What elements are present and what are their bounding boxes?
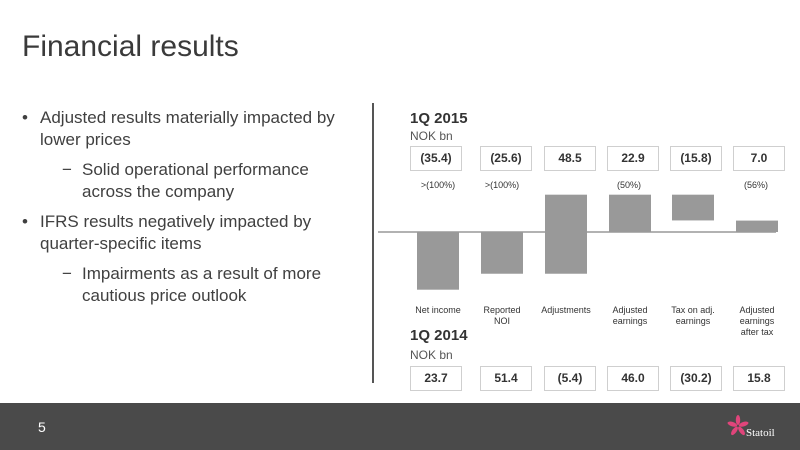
bullet-text: Adjusted results materially impacted by … <box>40 108 335 149</box>
bullet-dot-icon: • <box>22 212 28 231</box>
change-label: >(100%) <box>420 180 456 190</box>
unit-label-2014: NOK bn <box>410 348 453 362</box>
value-box-2014: 23.7 <box>410 366 462 391</box>
value-box-2014: 46.0 <box>607 366 659 391</box>
value-box-2015: 22.9 <box>607 146 659 171</box>
bullet-dot-icon: • <box>22 108 28 127</box>
bullet-item: • IFRS results negatively impacted by qua… <box>22 211 352 255</box>
waterfall-bar <box>545 194 587 274</box>
waterfall-bar <box>736 220 778 232</box>
category-label: Adjusted earnings after tax <box>739 305 774 337</box>
sub-bullet-text: Impairments as a result of more cautious… <box>82 264 322 305</box>
unit-label-2015: NOK bn <box>410 129 453 143</box>
change-label: (56%) <box>743 180 768 190</box>
waterfall-bar <box>417 232 459 290</box>
category-label: Adjustments <box>541 305 591 315</box>
bullet-item: • Adjusted results materially impacted by… <box>22 107 352 151</box>
sub-bullet-item: − Impairments as a result of more cautiou… <box>22 263 352 307</box>
category-label: Net income <box>415 305 461 315</box>
change-label: (50%) <box>616 180 641 190</box>
sub-bullet-text: Solid operational performance across the… <box>82 160 309 201</box>
value-box-2014: 51.4 <box>480 366 532 391</box>
value-box-2015: (35.4) <box>410 146 462 171</box>
dash-icon: − <box>62 160 72 179</box>
slide-title: Financial results <box>22 30 239 63</box>
period-label-2014: 1Q 2014 <box>410 327 468 344</box>
category-label: Tax on adj. earnings <box>671 305 715 326</box>
statoil-logo-icon <box>727 415 749 436</box>
period-label-2015: 1Q 2015 <box>410 110 468 127</box>
waterfall-bar <box>481 232 523 274</box>
category-label: Reported NOI <box>483 305 520 326</box>
value-box-2014: (30.2) <box>670 366 722 391</box>
bullet-list: • Adjusted results materially impacted by… <box>22 107 352 315</box>
page-number: 5 <box>38 419 46 435</box>
divider-line <box>372 103 374 383</box>
value-box-2015: 7.0 <box>733 146 785 171</box>
change-label: >(100%) <box>484 180 520 190</box>
bullet-text: IFRS results negatively impacted by quar… <box>40 212 312 253</box>
sub-bullet-item: − Solid operational performance across th… <box>22 159 352 203</box>
waterfall-bar <box>609 194 651 232</box>
footer-bar: 5 <box>0 403 800 450</box>
waterfall-bar <box>672 194 714 221</box>
value-box-2014: 15.8 <box>733 366 785 391</box>
category-label: Adjusted earnings <box>612 305 647 326</box>
logo-text: Statoil <box>746 427 775 439</box>
value-box-2015: 48.5 <box>544 146 596 171</box>
value-box-2015: (25.6) <box>480 146 532 171</box>
value-box-2014: (5.4) <box>544 366 596 391</box>
value-box-2015: (15.8) <box>670 146 722 171</box>
dash-icon: − <box>62 264 72 283</box>
